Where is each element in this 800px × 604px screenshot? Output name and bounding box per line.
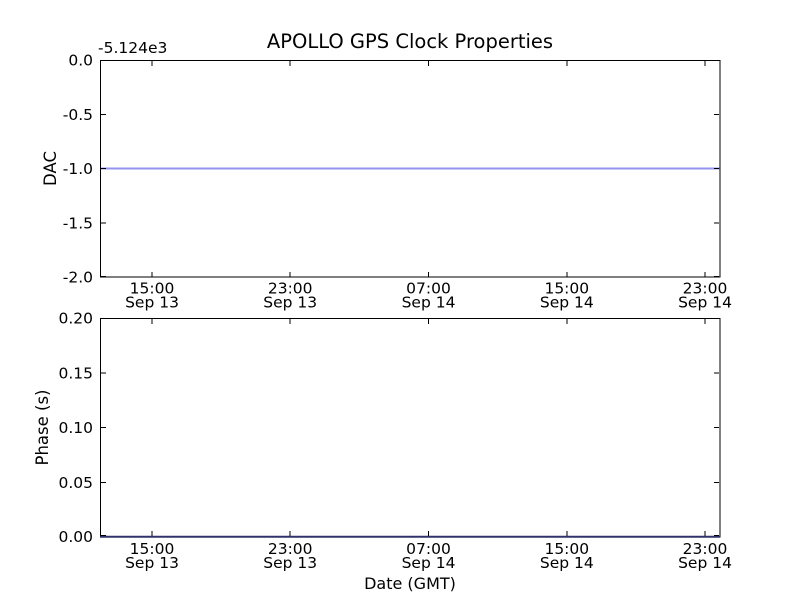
xtick-time-label: 07:00 bbox=[406, 280, 451, 298]
phase-y-axis-label: Phase (s) bbox=[33, 390, 52, 466]
xtick-date-label: Sep 14 bbox=[402, 554, 456, 572]
xtick-date-label: Sep 14 bbox=[678, 554, 732, 572]
dac-tick-marks bbox=[101, 60, 719, 277]
xtick-time-label: 15:00 bbox=[130, 280, 175, 298]
xtick-time-label: 15:00 bbox=[544, 280, 589, 298]
phase-ytick-label: 0.00 bbox=[58, 528, 93, 546]
xtick-time-label: 23:00 bbox=[268, 280, 313, 298]
dac-axes-frame bbox=[100, 60, 721, 278]
xtick-date-label: Sep 13 bbox=[263, 554, 317, 572]
xtick-time-label: 23:00 bbox=[683, 540, 728, 558]
xtick-date-label: Sep 13 bbox=[125, 554, 179, 572]
xtick-time-label: 07:00 bbox=[406, 540, 451, 558]
xtick-date-label: Sep 14 bbox=[540, 294, 594, 312]
y-axis-offset-text: -5.124e3 bbox=[98, 39, 167, 57]
phase-ytick-label: 0.10 bbox=[58, 419, 93, 437]
xtick-date-label: Sep 14 bbox=[540, 554, 594, 572]
dac-ytick-label: -1.0 bbox=[63, 160, 93, 178]
dac-subplot: APOLLO GPS Clock Properties -5.124e3 0.0… bbox=[41, 30, 732, 312]
dac-y-axis-label: DAC bbox=[41, 151, 60, 186]
xtick-date-label: Sep 14 bbox=[402, 294, 456, 312]
dac-ytick-label: -0.5 bbox=[63, 106, 93, 124]
xtick-time-label: 23:00 bbox=[268, 540, 313, 558]
phase-ytick-label: 0.15 bbox=[58, 364, 93, 382]
dac-ytick-label: -2.0 bbox=[63, 269, 93, 287]
xtick-time-label: 15:00 bbox=[130, 540, 175, 558]
phase-ytick-label: 0.05 bbox=[58, 474, 93, 492]
x-axis-label: Date (GMT) bbox=[364, 574, 456, 593]
dac-ytick-label: 0.0 bbox=[68, 52, 93, 70]
xtick-time-label: 23:00 bbox=[683, 280, 728, 298]
xtick-date-label: Sep 14 bbox=[678, 294, 732, 312]
xtick-time-label: 15:00 bbox=[544, 540, 589, 558]
chart-title: APOLLO GPS Clock Properties bbox=[267, 30, 553, 53]
dac-ytick-label: -1.5 bbox=[63, 214, 93, 232]
phase-tick-marks bbox=[101, 318, 719, 536]
xtick-date-label: Sep 13 bbox=[125, 294, 179, 312]
phase-ytick-label: 0.20 bbox=[58, 310, 93, 328]
phase-subplot: 0.20 0.15 0.10 0.05 0.00 Phase (s) 15:00… bbox=[33, 310, 732, 594]
xtick-date-label: Sep 13 bbox=[263, 294, 317, 312]
